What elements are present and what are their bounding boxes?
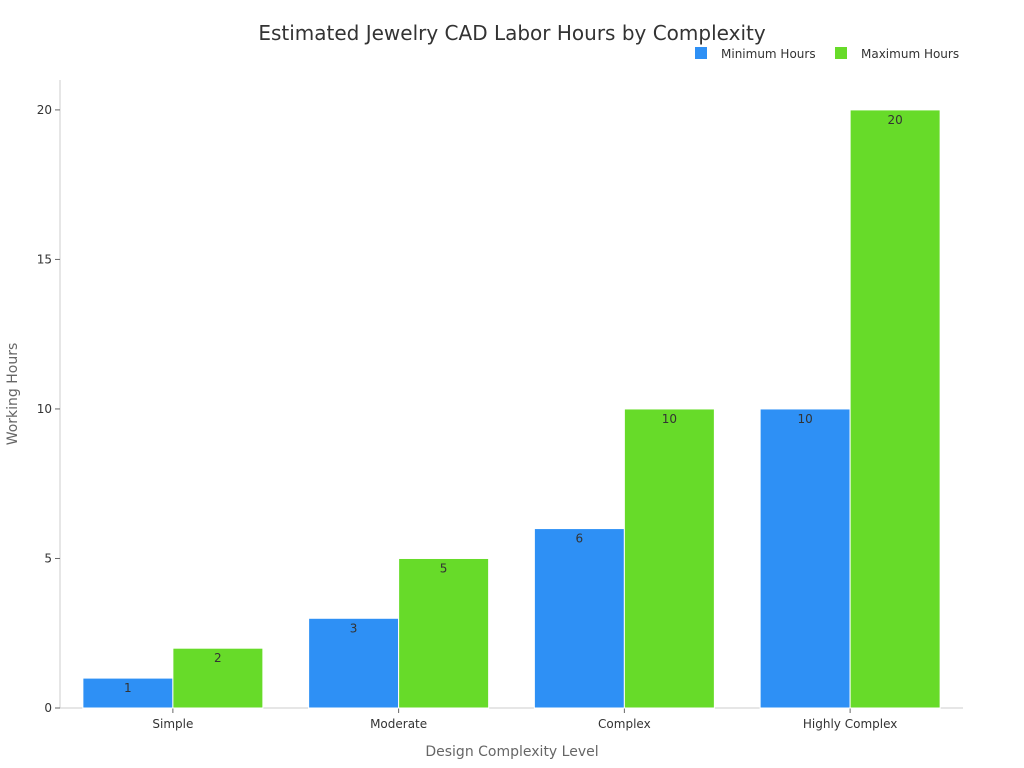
bar-value-label: 5 <box>440 561 448 575</box>
chart-title: Estimated Jewelry CAD Labor Hours by Com… <box>258 21 766 45</box>
bar-minimum-complex <box>533 528 625 709</box>
bar-value-label: 2 <box>214 651 222 665</box>
bar-labels: 1 2 3 5 6 10 10 20 <box>124 113 903 695</box>
y-axis-ticks: 0 5 10 15 20 <box>37 103 60 715</box>
bar-minimum-moderate <box>308 617 400 709</box>
bar-maximum-simple <box>172 647 264 709</box>
y-tick-label: 10 <box>37 402 52 416</box>
legend-label: Minimum Hours <box>721 47 816 61</box>
x-tick-label: Moderate <box>370 717 427 731</box>
legend-swatch <box>695 47 707 59</box>
bar-minimum-simple <box>82 677 174 709</box>
legend: Minimum Hours Maximum Hours <box>695 47 959 61</box>
x-tick-label: Complex <box>598 717 651 731</box>
bar-value-label: 1 <box>124 681 132 695</box>
bar-value-label: 10 <box>797 412 812 426</box>
y-tick-label: 20 <box>37 103 52 117</box>
bar-minimum-highly-complex <box>759 408 851 709</box>
y-tick-label: 5 <box>44 551 52 565</box>
bar-maximum-moderate <box>398 557 490 709</box>
legend-swatch <box>835 47 847 59</box>
bar-value-label: 3 <box>350 621 358 635</box>
bar-value-label: 10 <box>662 412 677 426</box>
bar-maximum-highly-complex <box>849 109 941 709</box>
x-tick-label: Simple <box>152 717 193 731</box>
bar-value-label: 20 <box>887 113 902 127</box>
x-axis-title: Design Complexity Level <box>425 744 598 760</box>
y-tick-label: 0 <box>44 701 52 715</box>
x-axis-ticks: Simple Moderate Complex Highly Complex <box>152 708 897 731</box>
y-tick-label: 15 <box>37 252 52 266</box>
bar-maximum-complex <box>623 408 715 709</box>
bar-value-label: 6 <box>576 532 584 546</box>
bars <box>82 109 941 709</box>
legend-label: Maximum Hours <box>861 47 959 61</box>
x-tick-label: Highly Complex <box>803 717 897 731</box>
y-axis-title: Working Hours <box>5 343 21 446</box>
